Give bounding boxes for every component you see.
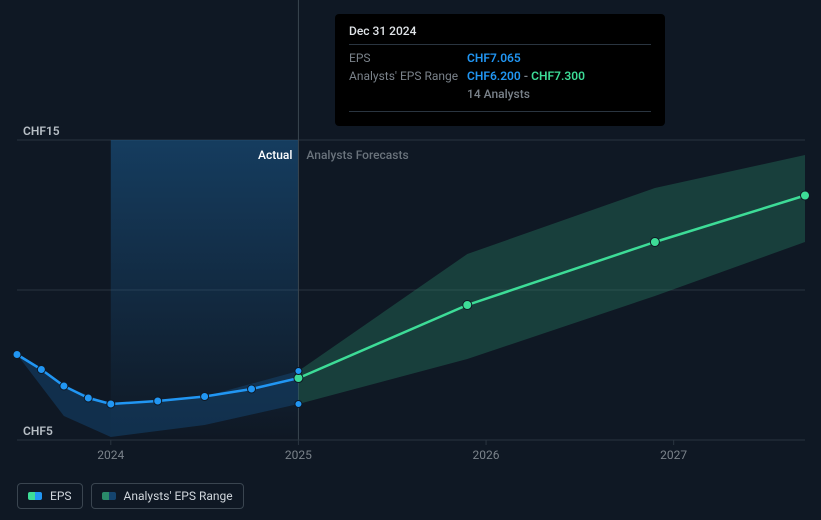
chart-legend: EPS Analysts' EPS Range <box>17 483 244 509</box>
tooltip-range-low: CHF6.200 <box>467 69 521 83</box>
y-axis-label-min: CHF5 <box>23 424 53 438</box>
tooltip-analyst-count: 14 Analysts <box>467 87 651 101</box>
section-label-actual: Actual <box>258 148 292 162</box>
y-axis-label-max: CHF15 <box>23 124 60 138</box>
x-tick-2024: 2024 <box>97 448 124 462</box>
tooltip-row-range: Analysts' EPS Range CHF6.200 - CHF7.300 <box>349 69 651 83</box>
tooltip-footer-rule <box>349 111 651 112</box>
legend-item-eps[interactable]: EPS <box>17 483 83 509</box>
tooltip-range-high: CHF7.300 <box>531 69 585 83</box>
tooltip-key-eps: EPS <box>349 51 467 65</box>
legend-swatch-eps <box>28 492 42 500</box>
x-tick-2025: 2025 <box>285 448 312 462</box>
tooltip-value-range: CHF6.200 - CHF7.300 <box>467 69 585 83</box>
x-tick-2027: 2027 <box>660 448 687 462</box>
x-tick-2026: 2026 <box>473 448 500 462</box>
eps-chart: CHF15 CHF5 Actual Analysts Forecasts 202… <box>0 0 821 520</box>
tooltip-key-range: Analysts' EPS Range <box>349 69 467 83</box>
legend-label-range: Analysts' EPS Range <box>124 489 233 503</box>
legend-item-range[interactable]: Analysts' EPS Range <box>91 483 244 509</box>
tooltip-value-eps: CHF7.065 <box>467 51 521 65</box>
section-label-forecast: Analysts Forecasts <box>306 148 408 162</box>
chart-tooltip: Dec 31 2024 EPS CHF7.065 Analysts' EPS R… <box>335 14 665 126</box>
legend-swatch-range <box>102 492 116 500</box>
tooltip-row-eps: EPS CHF7.065 <box>349 51 651 65</box>
legend-label-eps: EPS <box>50 489 72 503</box>
tooltip-range-sep: - <box>521 69 531 83</box>
tooltip-date: Dec 31 2024 <box>349 24 651 45</box>
